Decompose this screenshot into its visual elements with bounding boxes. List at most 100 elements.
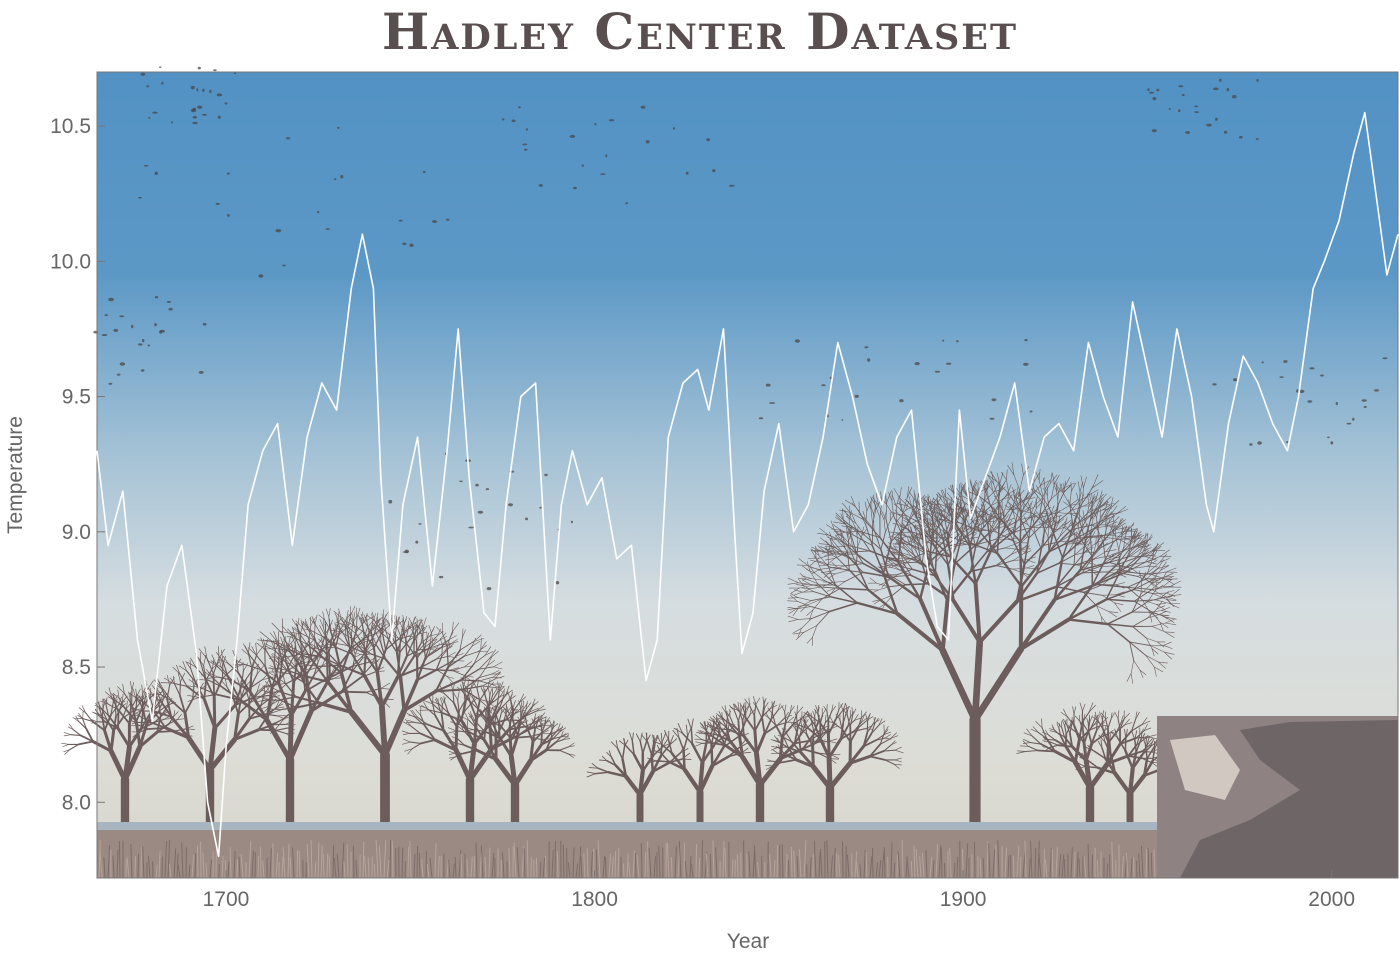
tree-branch (1054, 510, 1072, 525)
tree-branch (807, 598, 823, 606)
tree-branch (809, 565, 815, 574)
tree-branch (715, 723, 720, 734)
grass-blade (757, 862, 760, 879)
tree-branch (1099, 498, 1104, 507)
tree-branch (917, 539, 925, 553)
tree-branch (955, 513, 961, 522)
tree-branch (1134, 534, 1141, 544)
tree-branch (318, 638, 324, 645)
tree-branch (1019, 489, 1022, 513)
tree-branch (1040, 743, 1057, 753)
tree-branch (1063, 542, 1076, 546)
tree-branch (808, 728, 822, 740)
tree-branch (308, 625, 312, 640)
tree-branch (816, 611, 831, 626)
tree-branch (631, 740, 635, 756)
tree-branch (266, 722, 275, 728)
grass-blade (890, 842, 893, 879)
bird-mark (765, 383, 771, 387)
tree-branch (1133, 589, 1154, 595)
tree-branch (475, 727, 486, 741)
tree-branch (418, 642, 426, 651)
tree-branch (336, 615, 338, 626)
tree-branch (1080, 520, 1084, 532)
tree-branch (255, 643, 258, 655)
tree-branch (478, 710, 483, 718)
tree-branch (810, 606, 831, 612)
tree-branch (304, 618, 309, 628)
tree-branch (857, 535, 863, 547)
bird-mark (1239, 135, 1243, 139)
tree-branch (890, 547, 898, 551)
bird-mark (485, 488, 490, 491)
tree-branch (361, 620, 365, 633)
tree-branch (744, 698, 750, 706)
tree-branch (834, 708, 840, 721)
tree-branch (1083, 500, 1093, 507)
tree-branch (919, 511, 928, 521)
tree-branch (1165, 616, 1175, 624)
tree-branch (279, 657, 284, 665)
tree-branch (273, 649, 276, 665)
tree-branch (1058, 483, 1063, 493)
tree-branch (1004, 547, 1019, 550)
tree-branch (880, 548, 890, 578)
tree-branch (206, 660, 217, 666)
tree-branch (1038, 498, 1052, 519)
tree-branch (720, 728, 731, 742)
tree-branch (975, 530, 991, 546)
tree-branch (1049, 741, 1059, 746)
tree-branch (810, 559, 821, 563)
tree-branch (672, 730, 680, 739)
tree-branch (249, 679, 263, 689)
tree-branch (309, 665, 322, 671)
tree-branch (896, 549, 906, 556)
tree-branch (1108, 561, 1133, 570)
tree-branch (1085, 547, 1094, 553)
tree-branch (1089, 506, 1100, 516)
tree-branch (765, 712, 770, 719)
tree-branch (1089, 518, 1094, 535)
tree-branch (525, 702, 532, 711)
tree-branch (1063, 482, 1075, 489)
tree-branch (1149, 741, 1158, 748)
tree-branch (959, 490, 962, 505)
tree-branch (1100, 536, 1120, 540)
tree-branch (1141, 717, 1148, 725)
tree-branch (489, 714, 496, 724)
tree-branch (1042, 541, 1061, 547)
tree-branch (437, 669, 448, 677)
tree-branch (307, 628, 315, 641)
bird-mark (1215, 117, 1218, 121)
tree-branch (115, 707, 122, 718)
tree-branch (994, 505, 1000, 517)
tree-branch (1131, 568, 1146, 579)
tree-branch (1074, 534, 1082, 542)
grass-blade (484, 856, 487, 879)
tree-branch (1026, 559, 1036, 564)
tree-branch (1152, 593, 1168, 600)
tree-branch (1104, 726, 1110, 731)
tree-branch (492, 688, 498, 697)
tree-branch (895, 495, 900, 507)
grass-blade (872, 847, 874, 879)
tree-branch (840, 532, 843, 543)
tree-branch (770, 709, 779, 720)
bird-mark (431, 220, 438, 223)
tree-branch (828, 564, 844, 567)
tree-branch (434, 688, 465, 693)
tree-branch (985, 514, 992, 523)
tree-branch (942, 514, 954, 524)
tree-branch (861, 526, 864, 536)
tree-branch (448, 631, 454, 640)
tree-branch (887, 575, 922, 601)
tree-branch (1078, 715, 1081, 722)
tree-branch (1077, 481, 1081, 493)
tree-branch (835, 570, 848, 575)
tree-branch (470, 711, 473, 719)
tree-branch (860, 714, 865, 723)
tree-branch (1085, 746, 1095, 752)
tree-branch (651, 754, 663, 773)
tree-branch (952, 484, 954, 495)
tree-branch (1080, 523, 1088, 532)
